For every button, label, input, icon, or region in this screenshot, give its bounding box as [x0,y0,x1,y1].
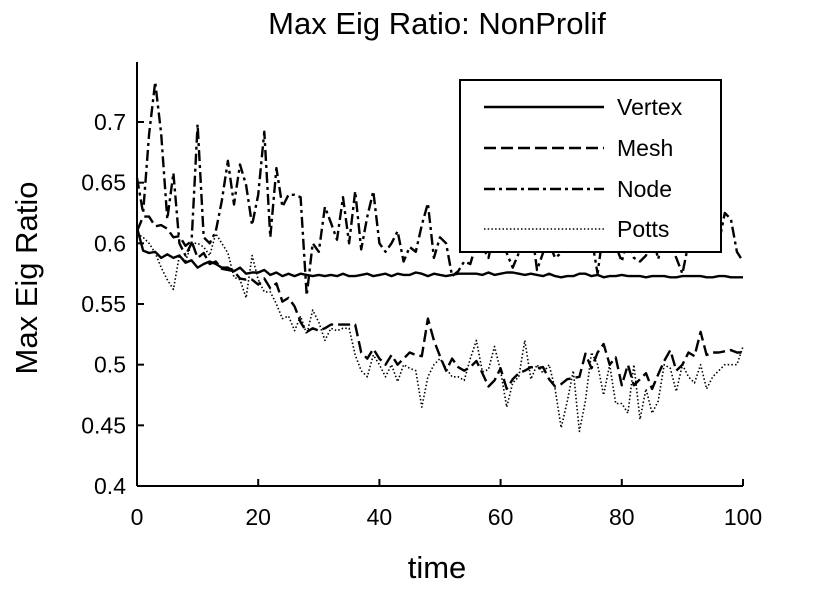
legend-label-vertex: Vertex [617,94,683,120]
x-tick-label: 80 [609,504,635,530]
y-axis-ticks: 0.4 0.45 0.5 0.55 0.6 0.65 0.7 [81,109,144,499]
y-tick-label: 0.5 [94,352,126,378]
y-tick-label: 0.7 [94,109,126,135]
x-axis-ticks: 0 20 40 60 80 100 [131,479,762,530]
legend-label-potts: Potts [617,216,669,242]
plot-area [135,62,745,487]
x-tick-label: 60 [488,504,514,530]
chart-title: Max Eig Ratio: NonProlif [268,6,606,41]
legend: Vertex Mesh Node Potts [459,79,722,253]
y-tick-label: 0.55 [81,291,126,317]
legend-box [459,79,722,253]
y-tick-label: 0.4 [94,473,126,499]
series-group [135,80,745,433]
y-axis-label: Max Eig Ratio [9,182,44,375]
y-tick-label: 0.45 [81,412,126,438]
series-line-potts [136,232,744,433]
y-tick-label: 0.65 [81,170,126,196]
x-tick-label: 100 [724,504,762,530]
legend-label-node: Node [617,176,672,202]
legend-label-mesh: Mesh [617,135,673,161]
series-line-vertex [135,227,743,279]
x-tick-label: 0 [131,504,144,530]
series-line-mesh [135,215,743,391]
x-tick-label: 40 [367,504,393,530]
x-axis-label: time [408,550,467,585]
series-line-node [135,80,745,297]
x-tick-label: 20 [245,504,271,530]
y-tick-label: 0.6 [94,230,126,256]
